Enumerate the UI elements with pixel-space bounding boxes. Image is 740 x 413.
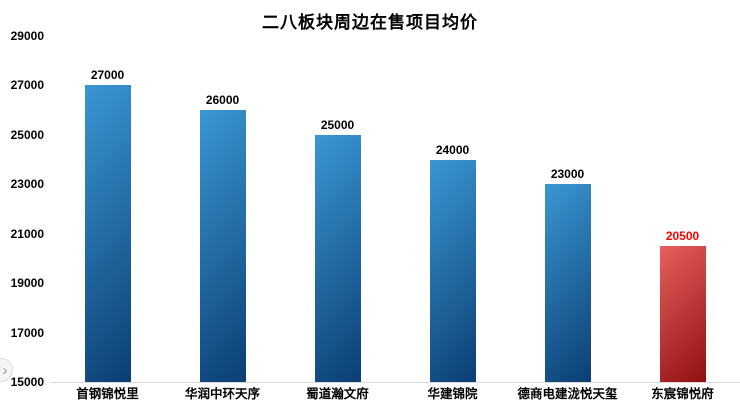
bar-column: 24000 <box>395 36 510 382</box>
category-label: 德商电建泷悦天玺 <box>517 387 618 401</box>
bars-row: 27000 26000 25000 24000 23000 20500 <box>50 36 740 382</box>
bar <box>544 184 591 382</box>
y-tick-label: 25000 <box>10 127 44 142</box>
chart-title: 二八板块周边在售项目均价 <box>262 13 478 32</box>
category-label: 东宸锦悦府 <box>651 387 714 401</box>
plot-area: 27000 26000 25000 24000 23000 20500 <box>50 36 740 383</box>
value-label: 25000 <box>320 117 355 132</box>
y-tick-label: 15000 <box>10 375 44 389</box>
value-label: 20500 <box>665 229 700 244</box>
bar-column: 20500 <box>625 36 740 382</box>
chevron-right-icon: › <box>2 361 8 379</box>
bar <box>84 85 131 382</box>
value-label: 27000 <box>90 68 125 83</box>
bar <box>314 134 361 382</box>
bar-column: 26000 <box>165 36 280 382</box>
bar-column: 25000 <box>280 36 395 382</box>
y-axis: 15000 17000 19000 21000 23000 25000 27000 29000 <box>0 30 50 388</box>
y-tick-label: 29000 <box>10 29 44 43</box>
bar-column: 27000 <box>50 36 165 382</box>
y-tick-label: 23000 <box>10 177 44 192</box>
value-label: 26000 <box>205 93 240 108</box>
plot-row: 15000 17000 19000 21000 23000 25000 27000 29000… <box>0 30 740 388</box>
y-tick-label: 17000 <box>10 325 44 340</box>
y-tick-label: 19000 <box>10 276 44 291</box>
category-label: 华润中环天序 <box>184 387 260 401</box>
category-label: 蜀道瀚文府 <box>306 387 369 401</box>
value-label: 24000 <box>435 142 470 157</box>
bar <box>199 110 246 382</box>
category-label: 华建锦院 <box>427 387 478 401</box>
x-axis: 首钢锦悦里 华润中环天序 蜀道瀚文府 华建锦院 德商电建泷悦天玺 东宸锦悦府 <box>50 382 740 401</box>
value-label: 23000 <box>550 167 585 182</box>
bar <box>659 246 706 382</box>
y-tick-label: 27000 <box>10 78 44 93</box>
bar <box>429 159 476 382</box>
bar-column: 23000 <box>510 36 625 382</box>
category-label: 首钢锦悦里 <box>76 387 139 401</box>
y-tick-label: 21000 <box>10 226 44 241</box>
